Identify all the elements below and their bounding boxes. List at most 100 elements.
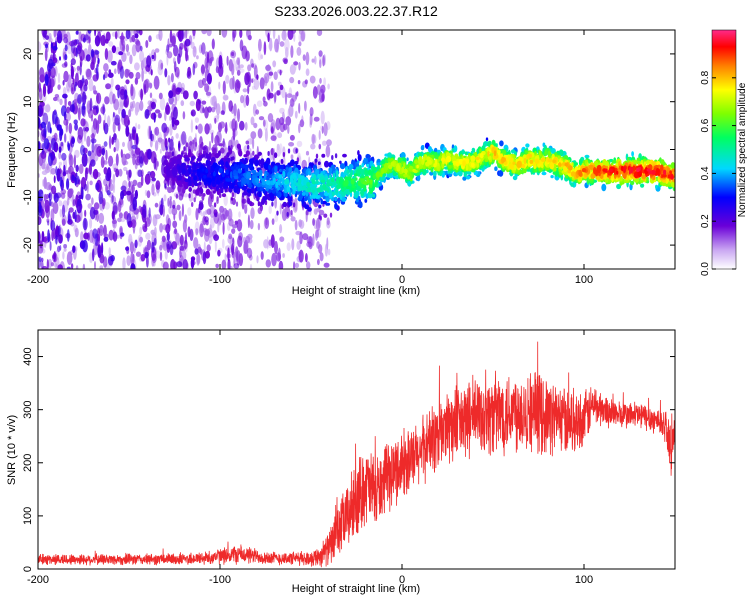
heatmap-cell bbox=[206, 244, 211, 252]
heatmap-cell bbox=[231, 224, 238, 229]
heatmap-cell bbox=[316, 30, 323, 37]
heatmap-cell bbox=[418, 156, 423, 162]
heatmap-cell bbox=[282, 170, 286, 178]
heatmap-cell bbox=[96, 63, 99, 76]
heatmap-cell bbox=[255, 109, 260, 115]
heatmap-cell bbox=[125, 44, 130, 53]
heatmap-cell bbox=[584, 154, 590, 159]
heatmap-cell bbox=[78, 31, 82, 45]
heatmap-cell bbox=[292, 202, 296, 208]
heatmap-cell bbox=[412, 168, 417, 173]
heatmap-cell bbox=[305, 51, 310, 66]
heatmap-cell bbox=[108, 41, 114, 47]
heatmap-cell bbox=[50, 137, 57, 151]
heatmap-cell bbox=[119, 101, 124, 112]
heatmap-cell bbox=[82, 91, 87, 106]
heatmap-cell bbox=[290, 45, 294, 58]
heatmap-cell bbox=[55, 235, 58, 245]
heatmap-cell bbox=[274, 38, 279, 53]
heatmap-cell bbox=[226, 55, 229, 66]
x-tick-label: -100 bbox=[209, 574, 231, 586]
heatmap-cell bbox=[103, 63, 109, 72]
heatmap-cell bbox=[128, 71, 134, 79]
heatmap-cell bbox=[257, 128, 263, 139]
heatmap-cell bbox=[196, 55, 199, 60]
heatmap-cell bbox=[628, 168, 632, 175]
heatmap-cell bbox=[124, 89, 128, 100]
heatmap-cell bbox=[46, 163, 49, 171]
heatmap-cell bbox=[262, 96, 266, 103]
heatmap-cell bbox=[94, 30, 97, 37]
heatmap-cell bbox=[394, 175, 400, 179]
heatmap-cell bbox=[263, 172, 267, 180]
heatmap-cell bbox=[218, 161, 222, 165]
heatmap-cell bbox=[50, 62, 56, 67]
heatmap-cell bbox=[323, 77, 326, 87]
heatmap-cell bbox=[284, 178, 290, 185]
heatmap-cell bbox=[88, 36, 91, 44]
heatmap-cell bbox=[231, 51, 235, 57]
heatmap-cell bbox=[327, 248, 331, 256]
heatmap-cell bbox=[134, 33, 139, 39]
heatmap-cell bbox=[416, 164, 419, 169]
heatmap-cell bbox=[207, 177, 212, 184]
heatmap-cell bbox=[323, 122, 328, 137]
heatmap-cell bbox=[199, 223, 205, 238]
heatmap-cell bbox=[196, 252, 200, 266]
heatmap-cell bbox=[111, 219, 117, 225]
heatmap-cell bbox=[351, 184, 356, 189]
heatmap-cell bbox=[227, 258, 231, 269]
heatmap-cell bbox=[636, 167, 640, 172]
heatmap-cell bbox=[39, 240, 43, 249]
heatmap-cell bbox=[59, 208, 63, 218]
heatmap-cell bbox=[581, 168, 587, 173]
heatmap-cell bbox=[281, 177, 285, 182]
heatmap-cell bbox=[164, 68, 168, 78]
heatmap-cell bbox=[59, 245, 62, 251]
heatmap-cell bbox=[263, 72, 270, 84]
heatmap-cell bbox=[292, 190, 296, 195]
heatmap-cell bbox=[162, 261, 169, 269]
heatmap-cell bbox=[646, 168, 651, 172]
heatmap-cell bbox=[282, 253, 285, 258]
heatmap-cell bbox=[260, 251, 264, 260]
heatmap-cell bbox=[168, 90, 174, 99]
heatmap-cell bbox=[181, 131, 187, 145]
heatmap-cell bbox=[216, 196, 219, 202]
heatmap-cell bbox=[141, 68, 144, 82]
heatmap-cell bbox=[84, 78, 89, 87]
heatmap-cell bbox=[62, 93, 68, 99]
heatmap-cell bbox=[198, 99, 202, 105]
spectrogram-y-label: Frequency (Hz) bbox=[6, 112, 18, 188]
heatmap-cell bbox=[274, 165, 278, 174]
heatmap-cell bbox=[85, 54, 91, 62]
heatmap-cell bbox=[298, 249, 304, 263]
heatmap-cell bbox=[199, 248, 203, 255]
heatmap-cell bbox=[143, 83, 147, 95]
heatmap-cell bbox=[46, 258, 49, 269]
heatmap-cell bbox=[293, 32, 296, 42]
heatmap-cell bbox=[154, 202, 159, 208]
heatmap-cell bbox=[72, 199, 76, 207]
heatmap-cell bbox=[95, 182, 100, 191]
heatmap-cell bbox=[154, 140, 159, 152]
heatmap-cell bbox=[271, 218, 275, 226]
heatmap-cell bbox=[164, 249, 168, 260]
heatmap-cell bbox=[53, 175, 56, 184]
heatmap-cell bbox=[282, 201, 288, 208]
heatmap-cell bbox=[63, 37, 69, 44]
heatmap-cell bbox=[194, 117, 199, 123]
heatmap-cell bbox=[80, 145, 86, 156]
heatmap-cell bbox=[366, 179, 370, 184]
heatmap-cell bbox=[84, 209, 87, 217]
heatmap-cell bbox=[273, 71, 278, 80]
colorbar-tick-label: 0.0 bbox=[700, 262, 711, 276]
heatmap-cell bbox=[305, 150, 310, 156]
heatmap-cell bbox=[181, 203, 184, 217]
heatmap-cell bbox=[182, 111, 186, 120]
heatmap-cell bbox=[119, 37, 126, 52]
heatmap-cell bbox=[240, 163, 246, 169]
heatmap-cell bbox=[56, 30, 63, 44]
heatmap-cell bbox=[97, 114, 102, 125]
